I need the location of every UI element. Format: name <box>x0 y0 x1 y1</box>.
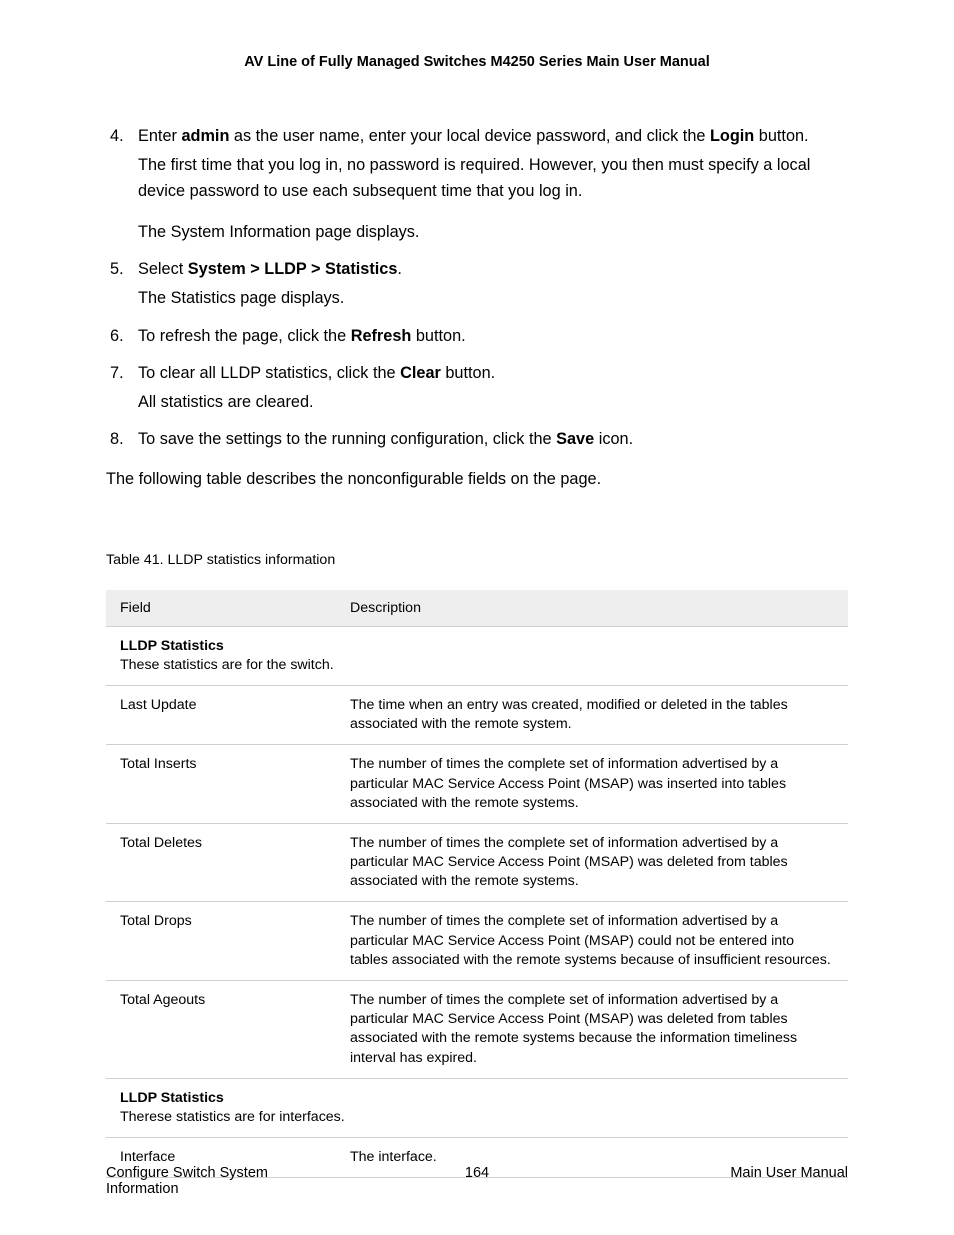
table-caption: Table 41. LLDP statistics information <box>106 552 848 568</box>
table-row: Total InsertsThe number of times the com… <box>106 745 848 824</box>
table-row: Total DropsThe number of times the compl… <box>106 902 848 981</box>
cell-desc: The number of times the complete set of … <box>336 823 848 902</box>
footer-page-number: 164 <box>465 1165 489 1181</box>
cell-desc: The number of times the complete set of … <box>336 980 848 1078</box>
table-row: Total DeletesThe number of times the com… <box>106 823 848 902</box>
table-section-row: LLDP Statistics These statistics are for… <box>106 626 848 685</box>
step-list: Enter admin as the user name, enter your… <box>106 124 848 453</box>
cell-field: Total Drops <box>106 902 336 981</box>
step-4: Enter admin as the user name, enter your… <box>132 124 848 245</box>
cell-desc: The number of times the complete set of … <box>336 902 848 981</box>
col-header-field: Field <box>106 590 336 627</box>
paragraph: The following table describes the noncon… <box>106 467 848 492</box>
step-text: To save the settings to the running conf… <box>138 430 633 448</box>
lldp-stats-table: Field Description LLDP Statistics These … <box>106 590 848 1178</box>
table-row: Total AgeoutsThe number of times the com… <box>106 980 848 1078</box>
step-text: To clear all LLDP statistics, click the … <box>138 364 495 382</box>
cell-field: Last Update <box>106 686 336 745</box>
cell-field: Total Deletes <box>106 823 336 902</box>
step-para: The Statistics page displays. <box>138 286 848 311</box>
section-title: LLDP Statistics <box>120 1090 224 1106</box>
section-title: LLDP Statistics <box>120 638 224 654</box>
step-text: Enter admin as the user name, enter your… <box>138 127 809 145</box>
document-title: AV Line of Fully Managed Switches M4250 … <box>106 54 848 70</box>
cell-desc: The number of times the complete set of … <box>336 745 848 824</box>
table-section-row: LLDP Statistics Therese statistics are f… <box>106 1078 848 1137</box>
step-para: All statistics are cleared. <box>138 390 848 415</box>
page: AV Line of Fully Managed Switches M4250 … <box>0 0 954 1235</box>
step-6: To refresh the page, click the Refresh b… <box>132 324 848 349</box>
cell-desc: The time when an entry was created, modi… <box>336 686 848 745</box>
footer-left: Configure Switch System Information <box>106 1165 465 1197</box>
page-footer: Configure Switch System Information 164 … <box>106 1165 848 1197</box>
section-sub: These statistics are for the switch. <box>120 657 334 673</box>
section-sub: Therese statistics are for interfaces. <box>120 1109 345 1125</box>
col-header-description: Description <box>336 590 848 627</box>
cell-field: Total Ageouts <box>106 980 336 1078</box>
table-header-row: Field Description <box>106 590 848 627</box>
step-para: The System Information page displays. <box>138 220 848 245</box>
table-row: Last UpdateThe time when an entry was cr… <box>106 686 848 745</box>
step-7: To clear all LLDP statistics, click the … <box>132 361 848 416</box>
step-text: Select System > LLDP > Statistics. <box>138 260 402 278</box>
footer-right: Main User Manual <box>489 1165 848 1181</box>
cell-field: Total Inserts <box>106 745 336 824</box>
step-5: Select System > LLDP > Statistics. The S… <box>132 257 848 312</box>
step-para: The first time that you log in, no passw… <box>138 153 848 204</box>
step-text: To refresh the page, click the Refresh b… <box>138 327 466 345</box>
step-8: To save the settings to the running conf… <box>132 427 848 452</box>
